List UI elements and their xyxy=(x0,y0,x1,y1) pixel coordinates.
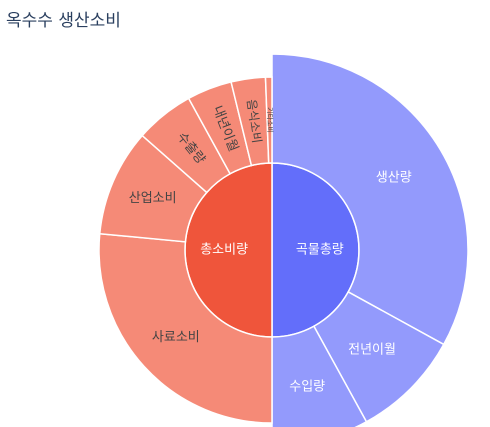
parent-label-1: 총소비량 xyxy=(200,243,248,258)
child-label-0-1: 전년이월 xyxy=(348,343,396,358)
child-label-1-4: 음식소비 xyxy=(244,98,264,144)
child-label-0-0: 생산량 xyxy=(376,170,412,185)
child-segment-0-2[interactable] xyxy=(271,325,368,427)
child-label-0-2: 수입량 xyxy=(289,380,325,395)
child-segment-1-5[interactable] xyxy=(264,76,273,164)
child-label-1-0: 사료소비 xyxy=(152,330,200,345)
chart-title: 옥수수 생산소비 xyxy=(6,11,121,31)
child-label-1-1: 산업소비 xyxy=(129,191,177,206)
child-label-1-5: 기타소비 xyxy=(265,107,274,133)
parent-label-0: 곡물총량 xyxy=(296,243,344,258)
child-segment-0-0[interactable] xyxy=(271,53,469,346)
child-segment-1-0[interactable] xyxy=(98,232,273,424)
